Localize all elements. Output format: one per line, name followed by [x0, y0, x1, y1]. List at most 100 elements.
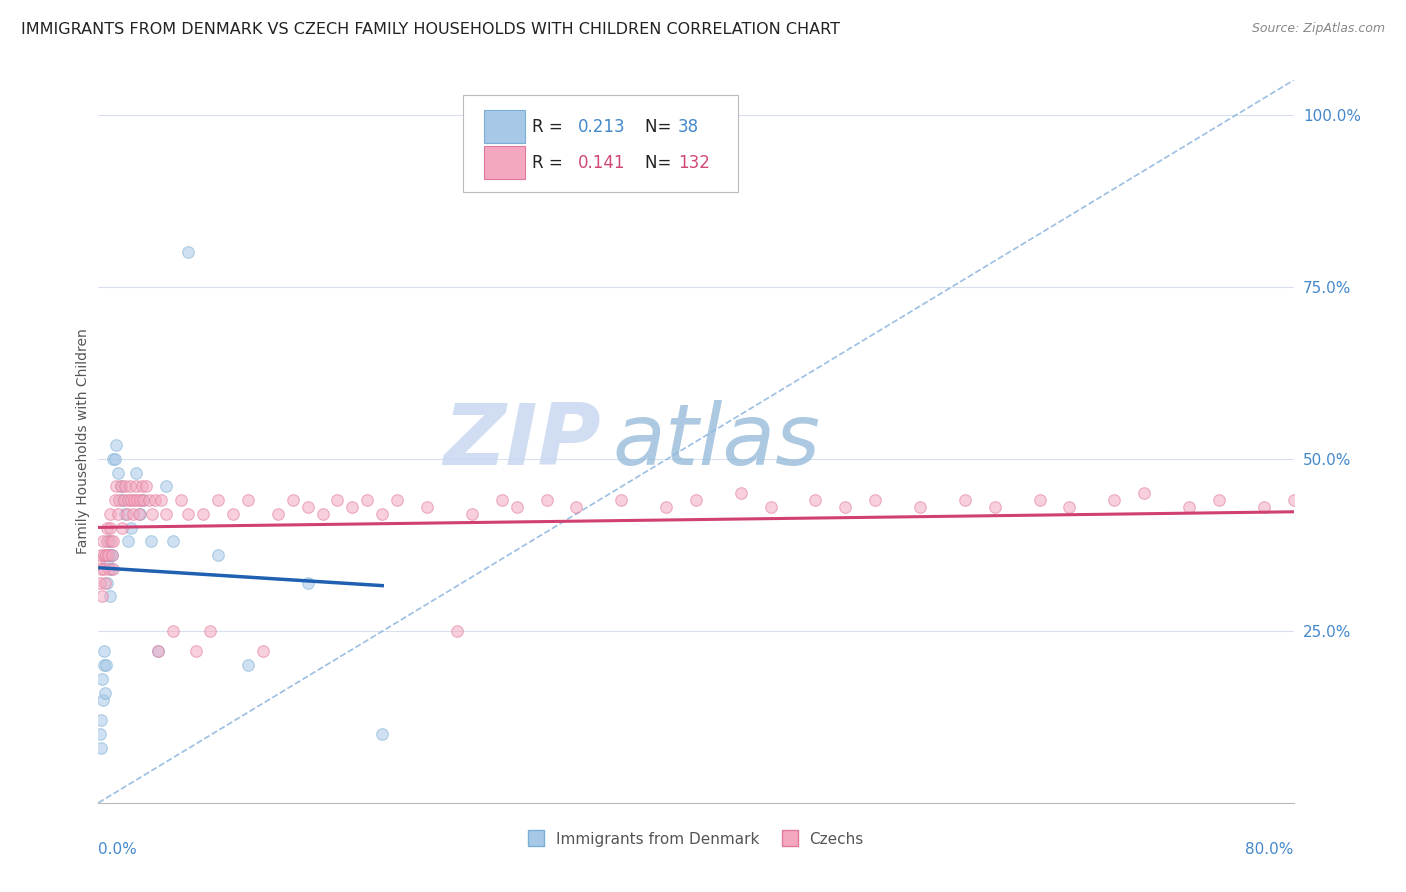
Point — [536, 493, 558, 508]
Point — [114, 507, 136, 521]
Point — [1402, 500, 1406, 514]
Text: 0.141: 0.141 — [578, 153, 626, 171]
Point — [281, 493, 304, 508]
Text: ZIP: ZIP — [443, 400, 600, 483]
Point — [96, 575, 118, 590]
Point — [91, 590, 114, 604]
Point — [169, 493, 191, 508]
Text: 38: 38 — [678, 118, 699, 136]
Text: IMMIGRANTS FROM DENMARK VS CZECH FAMILY HOUSEHOLDS WITH CHILDREN CORRELATION CHA: IMMIGRANTS FROM DENMARK VS CZECH FAMILY … — [21, 22, 841, 37]
Point — [104, 493, 127, 508]
Point — [834, 500, 856, 514]
Point — [91, 534, 114, 549]
Text: N=: N= — [644, 153, 676, 171]
Point — [236, 658, 259, 673]
Point — [105, 479, 128, 493]
Point — [96, 555, 118, 569]
Point — [610, 493, 633, 508]
Point — [91, 692, 114, 706]
Text: Source: ZipAtlas.com: Source: ZipAtlas.com — [1251, 22, 1385, 36]
Legend: Immigrants from Denmark, Czechs: Immigrants from Denmark, Czechs — [522, 826, 870, 853]
Point — [90, 548, 112, 562]
Point — [297, 500, 319, 514]
Point — [97, 562, 120, 576]
Point — [506, 500, 529, 514]
Point — [120, 493, 142, 508]
Point — [94, 686, 117, 700]
Point — [110, 479, 132, 493]
Point — [93, 658, 115, 673]
Point — [155, 507, 177, 521]
Point — [908, 500, 931, 514]
Point — [117, 493, 139, 508]
Point — [1133, 486, 1156, 500]
Point — [148, 644, 170, 658]
Point — [96, 520, 118, 534]
Point — [1253, 500, 1275, 514]
Point — [162, 624, 184, 638]
Point — [132, 493, 155, 508]
Point — [148, 644, 170, 658]
Point — [117, 534, 139, 549]
Point — [730, 486, 752, 500]
Point — [125, 479, 148, 493]
Point — [162, 534, 184, 549]
Point — [655, 500, 678, 514]
Point — [101, 548, 124, 562]
Point — [207, 548, 229, 562]
Point — [94, 575, 117, 590]
Point — [103, 451, 125, 466]
Point — [1208, 493, 1230, 508]
Point — [115, 507, 138, 521]
Point — [184, 644, 207, 658]
Point — [342, 500, 364, 514]
Point — [111, 520, 134, 534]
Point — [1059, 500, 1081, 514]
Point — [491, 493, 513, 508]
Point — [1028, 493, 1050, 508]
Point — [96, 534, 118, 549]
Point — [101, 548, 124, 562]
Point — [1104, 493, 1126, 508]
Point — [1178, 500, 1201, 514]
Point — [114, 479, 136, 493]
Point — [90, 740, 112, 755]
Point — [461, 507, 484, 521]
Point — [865, 493, 887, 508]
Point — [139, 534, 162, 549]
Text: 0.0%: 0.0% — [98, 842, 138, 856]
Point — [103, 534, 125, 549]
Point — [105, 438, 128, 452]
Point — [111, 493, 134, 508]
Point — [108, 493, 131, 508]
Point — [107, 466, 129, 480]
Point — [385, 493, 409, 508]
Point — [97, 548, 120, 562]
Point — [371, 507, 394, 521]
Point — [143, 493, 166, 508]
Text: N=: N= — [644, 118, 676, 136]
Text: R =: R = — [533, 153, 568, 171]
Point — [200, 624, 222, 638]
Point — [98, 590, 122, 604]
Point — [110, 479, 132, 493]
Point — [100, 562, 122, 576]
Point — [129, 507, 152, 521]
FancyBboxPatch shape — [463, 95, 738, 193]
Text: atlas: atlas — [613, 400, 820, 483]
Point — [565, 500, 588, 514]
Point — [191, 507, 214, 521]
Point — [129, 493, 152, 508]
Point — [326, 493, 349, 508]
Point — [120, 520, 142, 534]
Text: R =: R = — [533, 118, 568, 136]
Point — [1327, 500, 1350, 514]
Point — [90, 713, 112, 727]
Point — [89, 727, 111, 741]
FancyBboxPatch shape — [485, 110, 524, 143]
Text: 132: 132 — [678, 153, 710, 171]
Point — [141, 507, 163, 521]
Point — [759, 500, 782, 514]
Point — [207, 493, 229, 508]
Point — [984, 500, 1007, 514]
